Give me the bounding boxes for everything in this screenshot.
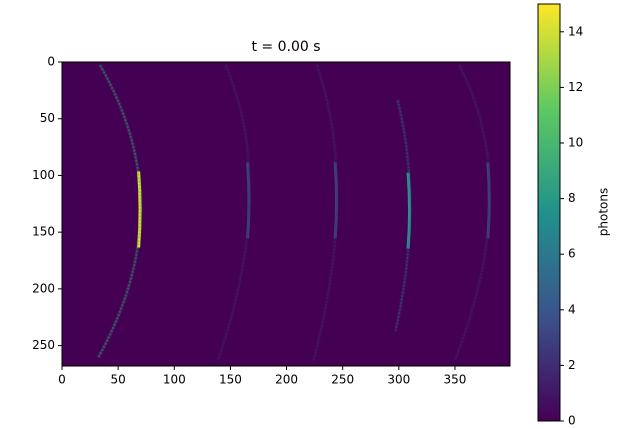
colorbar-tick-label: 8 (568, 191, 576, 205)
colorbar-tick-label: 12 (568, 80, 583, 94)
colorbar (537, 3, 561, 422)
x-tick-label: 200 (275, 373, 298, 387)
image-background (62, 62, 510, 366)
chart-title: t = 0.00 s (251, 39, 320, 55)
ring (97, 65, 142, 359)
x-tick-label: 150 (219, 373, 242, 387)
colorbar-tick-label: 0 (568, 414, 576, 426)
x-tick-label: 300 (387, 373, 410, 387)
colorbar-tick-label: 10 (568, 136, 583, 150)
colorbar-tick-label: 6 (568, 247, 576, 261)
ring (312, 65, 338, 361)
x-tick-label: 350 (444, 373, 467, 387)
axes-frame (61, 61, 511, 367)
y-tick-label: 250 (32, 338, 55, 352)
y-tick-label: 50 (40, 111, 55, 125)
x-tick-label: 50 (110, 373, 125, 387)
x-tick-label: 0 (58, 373, 66, 387)
y-tick-label: 0 (47, 55, 55, 69)
y-tick-label: 150 (32, 225, 55, 239)
ring-peak-segment (406, 172, 412, 249)
ring (217, 65, 251, 361)
y-tick-label: 200 (32, 281, 55, 295)
x-tick-label: 250 (331, 373, 354, 387)
colorbar-label: photons (597, 188, 611, 236)
x-tick-label: 100 (163, 373, 186, 387)
colorbar-tick-label: 4 (568, 302, 576, 316)
y-tick-label: 100 (32, 168, 55, 182)
colorbar-tick-label: 14 (568, 24, 583, 38)
ring (454, 65, 491, 361)
ring (394, 100, 411, 332)
colorbar-tick-label: 2 (568, 358, 576, 372)
